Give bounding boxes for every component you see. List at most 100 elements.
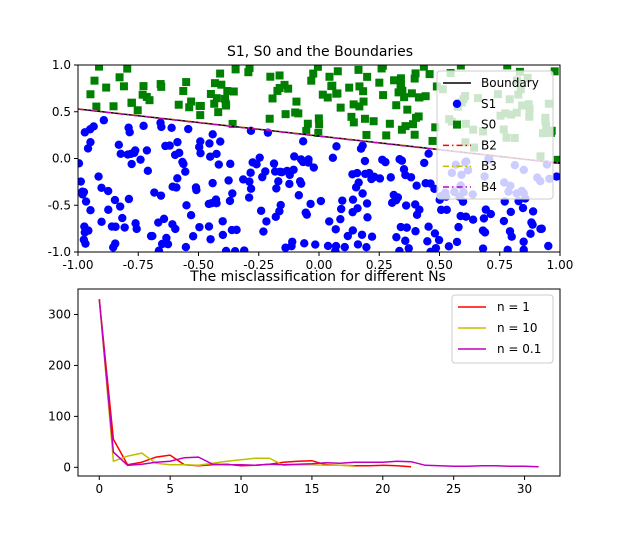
s1-point	[269, 159, 279, 168]
s0-point	[182, 78, 191, 87]
legend-label: n = 1	[497, 300, 530, 314]
s1-point	[84, 226, 93, 235]
s1-point	[348, 226, 358, 235]
legend-label: B2	[481, 138, 497, 152]
s1-point	[226, 159, 235, 169]
s1-point	[109, 243, 118, 252]
s1-point	[218, 217, 227, 226]
scatter-chart: S1, S0 and the Boundaries -1.00 -0.75 -0.5…	[48, 44, 574, 272]
s0-point	[275, 71, 284, 80]
x-tick-label: 0	[95, 482, 103, 496]
s0-point	[303, 119, 312, 128]
s1-point	[528, 207, 538, 216]
s1-point	[173, 174, 182, 183]
x-tick-label: 15	[304, 482, 319, 496]
s0-point	[392, 101, 401, 110]
s1-point	[204, 222, 214, 231]
s1-point	[111, 222, 120, 231]
s1-point	[336, 204, 346, 214]
s0-point	[244, 68, 253, 77]
s1-point	[78, 159, 84, 168]
s1-point	[395, 155, 404, 164]
legend-label: B4	[481, 180, 497, 194]
s1-point	[505, 227, 515, 236]
scatter-legend-box	[436, 70, 554, 200]
s0-point	[414, 112, 423, 121]
s1-point	[162, 233, 171, 243]
s1-point	[214, 160, 223, 169]
s1-point	[186, 211, 196, 220]
s1-point	[444, 242, 454, 251]
line-legend: n = 1 n = 10 n = 0.1	[451, 294, 554, 364]
s1-point	[424, 222, 433, 231]
s1-point	[506, 207, 516, 217]
s1-point	[116, 149, 125, 159]
s1-point	[367, 232, 377, 241]
s1-point	[97, 217, 106, 227]
s0-point	[553, 155, 560, 164]
s0-point	[385, 119, 394, 128]
s1-point	[143, 166, 153, 176]
s1-point	[343, 231, 352, 241]
s1-point	[195, 142, 204, 152]
s0-point	[275, 84, 284, 93]
s1-point	[191, 183, 201, 192]
line-axes-frame	[77, 288, 561, 477]
s0-point	[307, 76, 316, 85]
s0-point	[280, 80, 289, 89]
s1-point	[302, 210, 312, 219]
s0-point	[314, 114, 323, 123]
s0-point	[407, 89, 416, 98]
s0-point	[336, 103, 345, 112]
s1-point	[375, 174, 385, 183]
s1-point	[228, 189, 237, 198]
s1-point	[332, 142, 341, 151]
legend-swatch	[453, 120, 461, 129]
s0-point	[210, 79, 219, 88]
y-tick-label: -0.5	[48, 198, 71, 212]
s1-point	[259, 227, 268, 236]
s0-point	[174, 100, 183, 109]
s0-point	[349, 100, 358, 109]
s0-point	[216, 69, 225, 78]
s0-point	[145, 96, 154, 105]
s0-point	[281, 110, 290, 119]
s1-point	[81, 197, 91, 206]
scatter-legend: Boundary S1 S0 B2 B3 B4	[436, 70, 554, 200]
s1-point	[232, 225, 241, 235]
s1-point	[479, 214, 489, 223]
s0-point	[119, 82, 128, 91]
s1-point	[401, 201, 411, 210]
s1-point	[306, 199, 315, 209]
s1-point	[426, 247, 435, 252]
x-tick-label: 5	[166, 482, 174, 496]
s0-point	[369, 117, 378, 126]
legend-label: B3	[481, 159, 497, 173]
s1-point	[205, 152, 215, 161]
y-tick-label: 1.0	[52, 58, 71, 72]
s1-point	[246, 184, 256, 193]
s1-point	[358, 189, 367, 198]
s0-point	[229, 87, 238, 96]
s0-point	[212, 94, 221, 103]
s1-point	[188, 232, 198, 241]
s1-point	[442, 205, 451, 215]
s1-point	[255, 153, 264, 162]
s1-point	[123, 150, 132, 159]
s0-point	[223, 87, 232, 96]
s0-point	[206, 89, 215, 98]
misclassification-lines	[98, 299, 539, 468]
s0-point	[410, 130, 419, 139]
s1-point	[86, 137, 95, 147]
s1-point	[157, 239, 167, 249]
s1-point	[172, 183, 181, 192]
s0-point	[421, 92, 430, 101]
s1-point	[99, 116, 109, 125]
s1-point	[174, 148, 184, 158]
s1-point	[404, 244, 413, 252]
s1-point	[362, 242, 371, 252]
s1-point	[386, 173, 395, 182]
s0-point	[266, 72, 275, 81]
s1-point	[89, 122, 98, 131]
